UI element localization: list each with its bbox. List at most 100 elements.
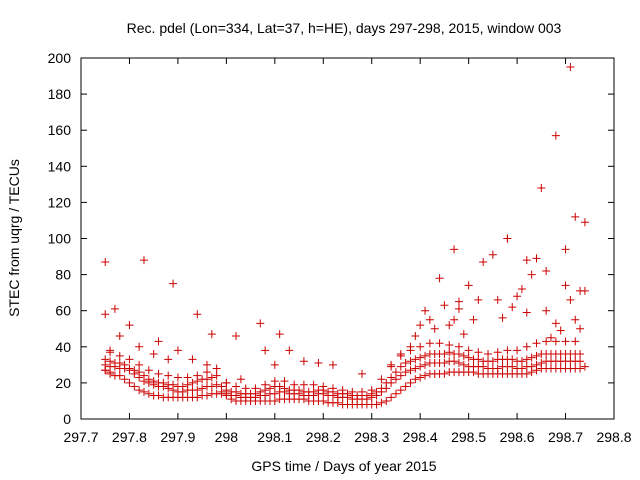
data-point — [202, 368, 211, 377]
y-tick-label: 100 — [48, 231, 72, 247]
data-point — [440, 369, 449, 378]
data-point — [391, 375, 400, 384]
y-tick-label: 40 — [55, 339, 71, 355]
data-point — [450, 245, 459, 254]
data-point — [144, 366, 153, 375]
data-point — [561, 281, 570, 290]
data-point — [295, 386, 304, 395]
data-point — [421, 351, 430, 360]
data-point — [154, 391, 163, 400]
data-point — [169, 380, 178, 389]
data-point — [542, 306, 551, 315]
data-point — [299, 380, 308, 389]
data-point — [411, 331, 420, 340]
y-tick-label: 140 — [48, 158, 72, 174]
data-point — [193, 371, 202, 380]
data-point — [106, 369, 115, 378]
data-point — [503, 346, 512, 355]
data-point — [445, 348, 454, 357]
data-point — [508, 303, 517, 312]
x-tick-label: 298.7 — [548, 429, 583, 445]
data-point — [207, 373, 216, 382]
data-point — [164, 371, 173, 380]
data-point — [532, 351, 541, 360]
y-tick-label: 0 — [63, 411, 71, 427]
data-point — [454, 342, 463, 351]
x-tick-label: 297.7 — [63, 429, 98, 445]
data-point — [454, 359, 463, 368]
data-point — [188, 355, 197, 364]
data-point — [173, 373, 182, 382]
x-tick-label: 298.3 — [354, 429, 389, 445]
data-point — [522, 256, 531, 265]
data-point — [222, 386, 231, 395]
data-point — [178, 382, 187, 391]
data-point — [416, 321, 425, 330]
data-point — [401, 359, 410, 368]
data-point — [212, 371, 221, 380]
data-point — [173, 346, 182, 355]
data-point — [416, 373, 425, 382]
data-point — [576, 324, 585, 333]
data-point — [149, 377, 158, 386]
data-point — [542, 337, 551, 346]
data-point — [125, 378, 134, 387]
data-point — [527, 353, 536, 362]
data-point — [135, 360, 144, 369]
data-point — [493, 364, 502, 373]
data-point — [416, 353, 425, 362]
data-point — [459, 330, 468, 339]
data-point — [135, 368, 144, 377]
data-point — [362, 391, 371, 400]
data-point — [270, 360, 279, 369]
data-point — [212, 380, 221, 389]
data-point — [115, 371, 124, 380]
y-tick-label: 200 — [48, 50, 72, 66]
data-point — [372, 387, 381, 396]
data-point — [183, 373, 192, 382]
data-point — [382, 396, 391, 405]
data-point — [576, 350, 585, 359]
data-point — [517, 364, 526, 373]
data-point — [580, 218, 589, 227]
data-point — [328, 360, 337, 369]
data-point — [406, 357, 415, 366]
data-point — [513, 346, 522, 355]
data-point — [261, 380, 270, 389]
data-point — [193, 386, 202, 395]
data-point — [450, 357, 459, 366]
data-point — [435, 274, 444, 283]
data-point — [358, 369, 367, 378]
data-point — [551, 131, 560, 140]
data-point — [580, 362, 589, 371]
data-point — [348, 387, 357, 396]
data-point — [125, 364, 134, 373]
data-point — [130, 366, 139, 375]
data-point — [435, 339, 444, 348]
data-point — [144, 389, 153, 398]
data-point — [387, 393, 396, 402]
data-point — [270, 389, 279, 398]
data-point — [377, 384, 386, 393]
data-point — [120, 360, 129, 369]
data-point — [537, 183, 546, 192]
data-point — [406, 378, 415, 387]
data-point — [261, 346, 270, 355]
data-point — [232, 331, 241, 340]
data-point — [377, 375, 386, 384]
data-point — [106, 357, 115, 366]
data-point — [241, 384, 250, 393]
data-point — [508, 355, 517, 364]
data-point — [101, 355, 110, 364]
data-point — [479, 257, 488, 266]
data-point — [411, 375, 420, 384]
data-point — [464, 346, 473, 355]
x-tick-label: 298.2 — [306, 429, 341, 445]
data-point — [396, 386, 405, 395]
data-point — [503, 234, 512, 243]
data-point — [464, 281, 473, 290]
data-point — [561, 245, 570, 254]
x-tick-label: 298.4 — [403, 429, 438, 445]
data-point — [406, 342, 415, 351]
data-point — [101, 257, 110, 266]
